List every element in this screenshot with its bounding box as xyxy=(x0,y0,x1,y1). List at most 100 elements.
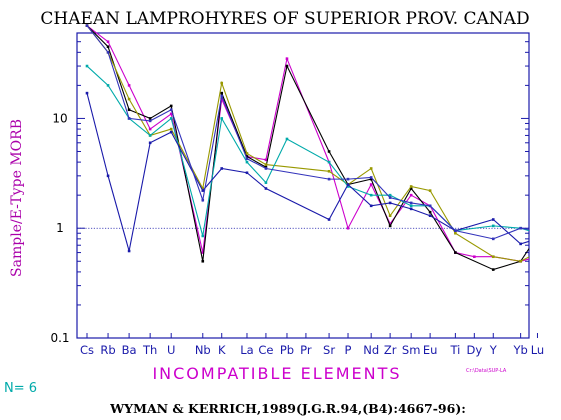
data-point xyxy=(346,183,350,186)
data-point xyxy=(369,204,373,208)
y-tick-label: 0.1 xyxy=(50,331,69,345)
data-point xyxy=(409,204,413,208)
data-point xyxy=(106,51,110,54)
plot-border xyxy=(76,32,530,339)
x-tick-label: Ba xyxy=(122,343,137,357)
data-point xyxy=(169,117,173,120)
data-point xyxy=(148,134,152,137)
data-point xyxy=(106,40,110,43)
data-point xyxy=(428,189,432,192)
data-point xyxy=(536,255,539,258)
data-point xyxy=(201,198,205,202)
x-tick-label: K xyxy=(218,343,226,357)
data-point xyxy=(220,117,224,120)
data-point xyxy=(428,210,432,214)
data-point xyxy=(428,214,432,218)
data-point xyxy=(85,64,89,68)
data-point xyxy=(148,127,152,131)
x-tick-label: Ti xyxy=(449,343,460,357)
data-point xyxy=(264,163,268,166)
data-point xyxy=(536,229,539,232)
x-tick-label: Cs xyxy=(80,343,94,357)
data-point xyxy=(369,176,373,179)
data-point xyxy=(473,255,476,259)
data-point xyxy=(346,185,350,188)
x-axis-tick-labels: Cs Rb Ba Th U Nb K La Ce Pb Pr Sr P Nd Zr Sm Eu Ti Dy Y Yb Lu xyxy=(80,333,544,357)
x-tick-label: Eu xyxy=(423,343,438,357)
data-point xyxy=(220,97,224,101)
y-axis-label: Sample/E-Type MORB xyxy=(9,119,25,277)
x-tick-label: Pb xyxy=(280,343,294,357)
data-point xyxy=(388,193,392,197)
data-point xyxy=(327,177,331,181)
data-point xyxy=(491,218,495,221)
data-point xyxy=(264,187,268,190)
data-point xyxy=(491,268,495,271)
y-axis-ticks: 0.1 1 10 xyxy=(50,32,529,345)
data-point xyxy=(264,158,268,162)
data-point xyxy=(388,201,392,205)
data-point xyxy=(201,187,205,190)
data-point xyxy=(409,193,413,197)
data-point xyxy=(201,189,205,192)
x-tick-label: Dy xyxy=(466,343,482,357)
x-tick-label: Nb xyxy=(195,343,211,357)
data-point xyxy=(127,97,131,101)
x-tick-label: Y xyxy=(489,343,498,357)
data-point xyxy=(409,185,413,188)
data-point xyxy=(327,150,331,153)
data-point xyxy=(85,91,89,95)
sample-count-label: N= 6 xyxy=(4,381,37,396)
x-tick-label: Sr xyxy=(323,343,335,357)
data-point xyxy=(346,226,350,230)
x-tick-label: Nd xyxy=(363,343,379,357)
series-line-1 xyxy=(86,25,529,271)
data-point xyxy=(327,169,331,173)
data-point xyxy=(519,226,522,230)
data-point xyxy=(245,160,249,164)
data-point xyxy=(169,112,173,116)
data-point xyxy=(245,171,249,175)
data-point xyxy=(454,251,457,254)
data-point xyxy=(169,127,173,131)
data-point xyxy=(536,232,539,235)
data-point xyxy=(519,242,522,246)
data-point xyxy=(127,249,131,253)
data-point xyxy=(346,177,350,181)
x-tick-label: Lu xyxy=(531,343,545,357)
x-tick-label: U xyxy=(167,343,175,357)
data-point xyxy=(491,255,495,259)
data-point xyxy=(536,251,539,254)
data-point xyxy=(264,167,268,170)
data-point xyxy=(327,160,331,164)
data-point xyxy=(169,104,173,108)
x-axis-label: INCOMPATIBLE ELEMENTS xyxy=(152,364,401,383)
data-point xyxy=(285,64,289,68)
data-point xyxy=(127,117,131,120)
data-point xyxy=(106,174,110,178)
data-point xyxy=(409,207,413,211)
x-tick-label: Th xyxy=(142,343,157,357)
data-point xyxy=(388,222,392,225)
data-point xyxy=(388,224,392,228)
data-point xyxy=(201,251,205,254)
data-point xyxy=(220,167,224,170)
x-tick-label: Yb xyxy=(512,343,527,357)
series-line-3 xyxy=(86,65,529,237)
y-tick-label: 10 xyxy=(52,111,67,125)
data-point xyxy=(220,91,224,95)
data-point xyxy=(388,196,392,199)
data-point xyxy=(201,259,205,263)
data-point xyxy=(536,235,539,238)
file-path-label: Cr:\Data\SUP-LA xyxy=(466,368,507,374)
data-point xyxy=(264,181,268,184)
data-point xyxy=(245,155,249,158)
data-point xyxy=(454,231,457,235)
data-series-layer xyxy=(85,24,539,271)
data-point xyxy=(148,141,152,145)
data-point xyxy=(148,119,152,123)
data-point xyxy=(369,167,373,170)
data-point xyxy=(409,187,413,190)
x-tick-label: P xyxy=(345,343,352,357)
